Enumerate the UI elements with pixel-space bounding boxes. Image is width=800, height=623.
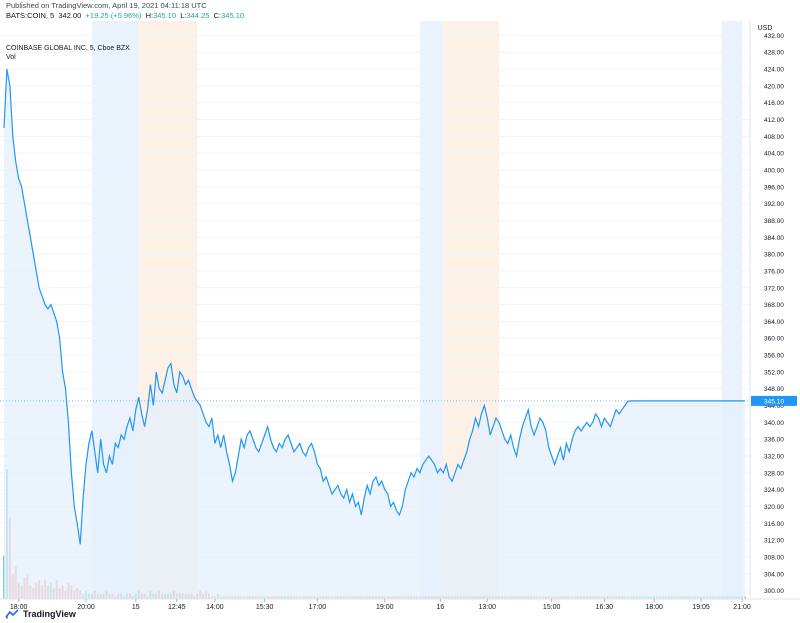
- y-tick-label-30: 312.00: [764, 538, 784, 545]
- y-tick-label-6: 408.00: [764, 134, 784, 141]
- y-tick-label-11: 388.00: [764, 218, 784, 225]
- y-tick-label-21: 348.00: [764, 386, 784, 393]
- close-value: 345.10: [221, 11, 245, 20]
- close-label: C: [213, 11, 220, 20]
- y-tick-label-1: 428.00: [764, 50, 784, 57]
- y-tick-label-33: 300.00: [764, 588, 784, 595]
- y-tick-label-19: 356.00: [764, 353, 784, 360]
- x-tick-label-0: 18:00: [10, 604, 28, 609]
- x-tick-label-10: 15:00: [543, 604, 561, 609]
- x-tick-label-1: 20:00: [77, 604, 95, 609]
- y-tick-label-9: 396.00: [764, 184, 784, 191]
- y-tick-label-18: 360.00: [764, 336, 784, 343]
- y-tick-label-23: 340.00: [764, 420, 784, 427]
- low-value: 344.25: [186, 11, 210, 20]
- footer-brand: TradingView: [23, 609, 76, 619]
- tradingview-logo-icon: [5, 609, 19, 619]
- y-tick-label-12: 384.00: [764, 235, 784, 242]
- y-tick-label-5: 412.00: [764, 117, 784, 124]
- y-tick-label-17: 364.00: [764, 319, 784, 326]
- y-tick-label-8: 400.00: [764, 168, 784, 175]
- x-tick-label-2: 15: [132, 604, 140, 609]
- y-tick-label-2: 424.00: [764, 67, 784, 74]
- x-tick-label-5: 15:30: [256, 604, 274, 609]
- y-tick-label-29: 316.00: [764, 521, 784, 528]
- y-tick-label-22: 344.00: [764, 403, 784, 410]
- x-tick-label-8: 16: [437, 604, 445, 609]
- x-tick-label-14: 21:00: [733, 604, 751, 609]
- y-tick-label-15: 372.00: [764, 285, 784, 292]
- change-value: +19.25 (+5.96%): [85, 11, 142, 20]
- y-tick-label-24: 336.00: [764, 437, 784, 444]
- y-tick-label-26: 328.00: [764, 470, 784, 477]
- x-tick-label-3: 12:45: [168, 604, 186, 609]
- y-tick-label-13: 380.00: [764, 252, 784, 259]
- y-tick-label-32: 304.00: [764, 571, 784, 578]
- x-tick-label-6: 17:00: [309, 604, 327, 609]
- y-tick-label-10: 392.00: [764, 201, 784, 208]
- price-area: [4, 69, 745, 600]
- currency-label: USD: [758, 25, 773, 32]
- y-tick-label-14: 376.00: [764, 268, 784, 275]
- y-tick-label-0: 432.00: [764, 33, 784, 40]
- x-tick-label-4: 14:00: [206, 604, 224, 609]
- y-tick-label-16: 368.00: [764, 302, 784, 309]
- x-tick-label-11: 16:30: [596, 604, 614, 609]
- y-tick-label-31: 308.00: [764, 554, 784, 561]
- last-price-tag: [751, 395, 797, 406]
- x-tick-label-13: 19:05: [692, 604, 710, 609]
- y-tick-label-20: 352.00: [764, 369, 784, 376]
- high-label: H: [145, 11, 151, 20]
- ohlc-readout: BATS:COIN, 5 342.00 +19.25 (+5.96%) H:34…: [6, 11, 245, 20]
- legend-volume: Vol: [6, 54, 16, 61]
- x-tick-label-12: 18:00: [645, 604, 663, 609]
- price-line: [3, 68, 745, 545]
- y-tick-label-28: 320.00: [764, 504, 784, 511]
- x-tick-label-9: 13:00: [478, 604, 496, 609]
- open-value: 342.00: [58, 11, 82, 20]
- published-info: Published on TradingView.com, April 19, …: [6, 1, 207, 10]
- y-tick-label-27: 324.00: [764, 487, 784, 494]
- session-band-2: [419, 21, 444, 599]
- y-tick-label-25: 332.00: [764, 454, 784, 461]
- y-tick-label-7: 404.00: [764, 151, 784, 158]
- chart-area[interactable]: USD 432.00 428.00 424.00 420.00 416.00 412.00 4…: [0, 21, 800, 609]
- legend-title: COINBASE GLOBAL INC, 5, Cboe BZX: [6, 45, 130, 52]
- last-price-tag-label: 345.10: [764, 398, 784, 405]
- y-tick-label-4: 416.00: [764, 100, 784, 107]
- symbol-interval: BATS:COIN, 5: [6, 11, 55, 20]
- high-value: 345.10: [153, 11, 177, 20]
- x-tick-label-7: 19:00: [376, 604, 394, 609]
- low-label: L: [180, 11, 185, 20]
- y-tick-label-3: 420.00: [764, 83, 784, 90]
- tradingview-logo[interactable]: TradingView: [5, 609, 76, 619]
